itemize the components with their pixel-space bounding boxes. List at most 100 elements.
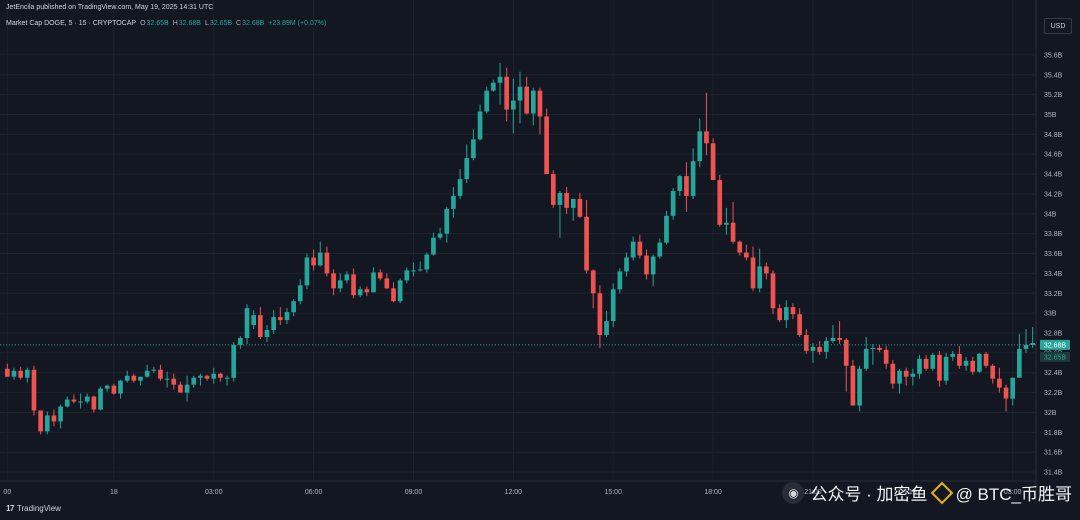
y-tick-label: 32.2B: [1044, 390, 1063, 397]
y-tick-label: 31.6B: [1044, 450, 1063, 457]
candle-body: [1010, 377, 1016, 399]
symbol-name[interactable]: Market Cap DOGE, 5 · 15 · CRYPTOCAP: [6, 20, 137, 27]
y-tick-label: 33.2B: [1044, 291, 1063, 298]
candle-body: [943, 356, 949, 381]
candle-body: [371, 272, 376, 293]
x-tick-label: 21:00: [804, 489, 822, 496]
candle-body: [903, 370, 909, 377]
watermark-handle: @ BTC_币胜哥: [955, 485, 1072, 504]
candle-body: [677, 176, 683, 191]
x-tick-label: 09:00: [405, 489, 423, 496]
tradingview-logo-icon: 17: [6, 504, 14, 513]
candle-body: [557, 192, 563, 205]
candle-body: [198, 375, 203, 378]
candle-body: [277, 317, 283, 321]
y-tick-label: 33.6B: [1044, 251, 1063, 258]
y-tick-label: 33B: [1044, 311, 1057, 318]
candle-body: [883, 349, 889, 364]
candle-body: [484, 90, 490, 112]
candle-body: [11, 370, 17, 377]
x-axis: 00 18 03:00 06:00 09:00 12:00 15:00 18:00 21:00 1…: [3, 489, 1021, 496]
watermark: ◉ 公众号 · 加密鱼 @ BTC_币胜哥: [782, 480, 1072, 505]
y-tick-label: 32.8B: [1044, 331, 1063, 338]
candle-body: [138, 376, 143, 381]
candle-body: [231, 344, 237, 378]
x-tick-label: 00: [3, 489, 11, 496]
x-tick-label: 18: [110, 489, 118, 496]
y-tick-label: 35.2B: [1044, 92, 1063, 99]
candle-body: [38, 410, 43, 432]
candle-body: [391, 288, 396, 302]
price-change: +23.89M (+0.07%): [268, 20, 327, 27]
candle-body: [417, 269, 423, 271]
symbol-legend: Market Cap DOGE, 5 · 15 · CRYPTOCAP O 32.…: [6, 20, 326, 27]
candle-body: [144, 370, 150, 377]
x-tick-label: 18:00: [704, 489, 722, 496]
y-tick-label: 34.6B: [1044, 152, 1063, 159]
candle-body: [258, 315, 263, 337]
candle-body: [337, 280, 343, 289]
candle-body: [1030, 342, 1036, 345]
candle-body: [744, 252, 749, 258]
candle-body: [1023, 344, 1029, 349]
x-tick-label: 03:00: [205, 489, 223, 496]
candle-body: [471, 139, 476, 159]
candle-body: [291, 301, 296, 313]
candle-body: [491, 82, 496, 91]
y-tick-label: 34B: [1044, 211, 1057, 218]
candle-body: [171, 378, 177, 385]
candle-body: [244, 308, 250, 338]
candle-body: [431, 237, 436, 255]
x-tick-label: 06:00: [305, 489, 323, 496]
candle-body: [537, 90, 543, 117]
candle-body: [977, 353, 982, 372]
candle-body: [264, 330, 270, 337]
watermark-text: 公众号 · 加密鱼: [810, 485, 928, 504]
candle-body: [71, 399, 77, 402]
candle-body: [504, 76, 510, 110]
candle-body: [717, 180, 723, 225]
candle-body: [158, 369, 163, 379]
candle-body: [1017, 348, 1022, 378]
candle-body: [990, 365, 996, 379]
candle-body: [724, 222, 729, 225]
ohlc-low-value: 32.65B: [209, 20, 233, 27]
grid: [0, 0, 1037, 500]
candle-body: [124, 375, 130, 381]
candle-body: [704, 131, 709, 144]
candle-body: [404, 270, 410, 281]
candle-body: [750, 257, 756, 289]
brand-name[interactable]: TradingView: [16, 504, 61, 513]
candle-body: [1003, 387, 1009, 399]
candle-body: [344, 274, 350, 281]
candle-body: [950, 353, 956, 357]
candle-body: [664, 215, 669, 243]
candle-body: [610, 289, 616, 322]
candle-body: [118, 380, 123, 394]
candle-body: [164, 378, 170, 380]
candle-body: [151, 369, 157, 371]
candle-body: [983, 353, 989, 366]
candle-body: [764, 266, 769, 274]
footer-brand: 17 TradingView: [6, 504, 61, 513]
candle-body: [24, 369, 30, 378]
candle-body: [790, 307, 796, 315]
candle-body: [351, 274, 356, 296]
candle-body: [930, 354, 936, 369]
candle-body: [584, 216, 589, 271]
candle-body: [31, 369, 37, 411]
candle-body: [18, 370, 23, 378]
candle-body: [464, 158, 470, 180]
candle-body: [624, 257, 629, 272]
candle-body: [58, 406, 63, 422]
candle-body: [897, 370, 902, 384]
candle-body: [803, 334, 809, 351]
candle-body: [850, 365, 856, 406]
currency-button[interactable]: USD: [1044, 18, 1072, 34]
candle-body: [297, 285, 303, 302]
candle-body: [64, 399, 70, 407]
candle-body: [637, 241, 643, 256]
candle-body: [843, 339, 849, 366]
candle-body: [104, 385, 110, 389]
